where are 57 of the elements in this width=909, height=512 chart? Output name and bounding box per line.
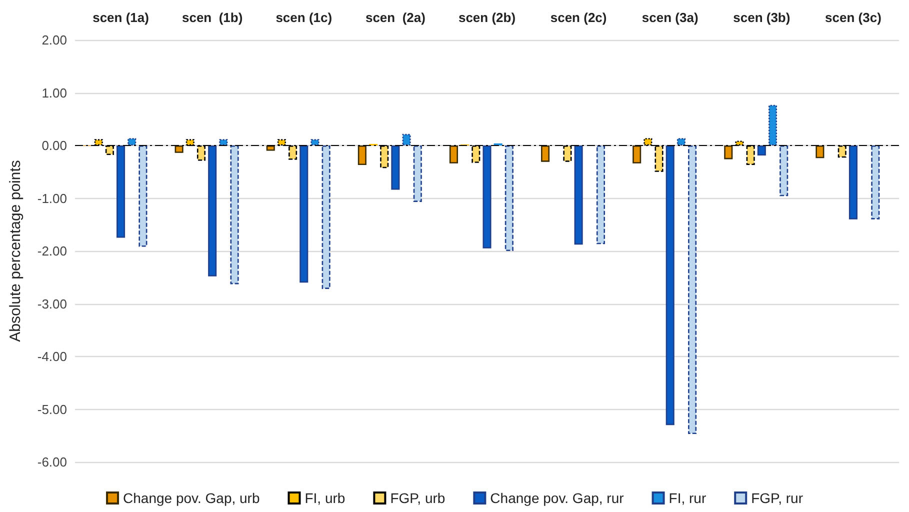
bar bbox=[574, 146, 583, 245]
x-tick-label: scen (3b) bbox=[733, 10, 790, 25]
y-tick-label: -5.00 bbox=[37, 402, 67, 417]
y-tick-label: 2.00 bbox=[42, 32, 67, 48]
bar bbox=[780, 146, 788, 196]
y-tick-label: 0.00 bbox=[42, 138, 67, 153]
bar bbox=[596, 146, 606, 244]
bar bbox=[688, 146, 697, 434]
bar bbox=[413, 146, 422, 202]
legend-label: FGP, rur bbox=[751, 490, 804, 506]
bar bbox=[632, 146, 642, 164]
x-tick-label: scen (2c) bbox=[550, 10, 607, 25]
bar bbox=[724, 146, 733, 160]
y-axis-title: Absolute percentage points bbox=[7, 160, 24, 342]
x-tick-label: scen (1c) bbox=[276, 10, 332, 25]
y-tick-label: -4.00 bbox=[37, 349, 67, 364]
bar bbox=[871, 146, 880, 220]
bar bbox=[116, 146, 126, 238]
y-tick-label: -3.00 bbox=[37, 296, 67, 312]
x-tick-label: scen (1a) bbox=[92, 10, 149, 25]
bar bbox=[449, 146, 458, 164]
bar bbox=[816, 146, 824, 158]
bar bbox=[128, 138, 136, 146]
x-tick-label: scen (1b) bbox=[182, 10, 243, 25]
y-tick-label: -2.00 bbox=[37, 244, 67, 258]
bar bbox=[676, 138, 686, 146]
y-tick-label: 1.00 bbox=[42, 85, 67, 100]
bar bbox=[300, 146, 308, 283]
bar bbox=[310, 139, 320, 146]
bar bbox=[482, 146, 492, 248]
bar bbox=[208, 146, 217, 276]
x-tick-label: scen (3c) bbox=[825, 10, 882, 25]
bar bbox=[391, 146, 400, 190]
x-tick-label: scen (2a) bbox=[365, 10, 426, 25]
bar bbox=[230, 146, 239, 284]
bar bbox=[541, 146, 550, 162]
legend-label: FI, rur bbox=[668, 490, 706, 506]
x-tick-label: scen (2b) bbox=[458, 10, 516, 25]
x-tick-label: scen (3a) bbox=[642, 10, 698, 25]
legend-label: Change pov. Gap, urb bbox=[123, 490, 260, 506]
bar bbox=[266, 146, 275, 151]
y-tick-label: -1.00 bbox=[37, 190, 67, 206]
bar bbox=[757, 146, 766, 156]
legend-label: Change pov. Gap, rur bbox=[490, 490, 624, 506]
bar bbox=[322, 146, 330, 289]
bar bbox=[768, 104, 778, 146]
bar bbox=[174, 146, 184, 153]
legend-label: FGP, urb bbox=[390, 490, 446, 506]
bar bbox=[219, 139, 228, 146]
bar bbox=[402, 134, 411, 146]
y-tick-label: -6.00 bbox=[37, 454, 67, 470]
bar bbox=[666, 146, 674, 426]
bar bbox=[358, 146, 366, 166]
bar bbox=[504, 146, 514, 251]
bar bbox=[138, 146, 148, 247]
bar bbox=[848, 146, 858, 220]
legend-label: FI, urb bbox=[304, 490, 346, 506]
